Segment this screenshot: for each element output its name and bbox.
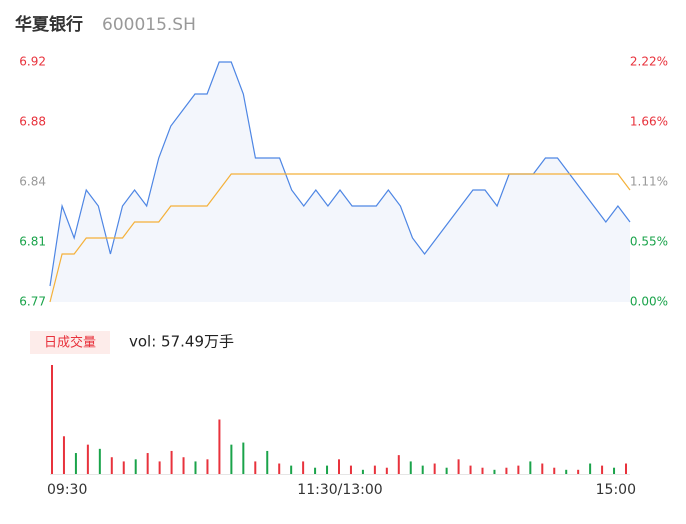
volume-bar	[493, 469, 496, 474]
legend-text: vol: 57.49万手	[129, 333, 234, 351]
volume-bar	[361, 469, 364, 474]
volume-bar	[469, 465, 472, 474]
volume-bar	[86, 444, 89, 474]
legend-label: 日成交量	[44, 335, 96, 351]
volume-bar	[170, 450, 173, 474]
volume-bar	[98, 448, 101, 474]
volume-bar	[421, 465, 424, 474]
volume-bar	[230, 444, 233, 474]
volume-bar	[553, 467, 556, 474]
x-tick-label: 09:30	[47, 482, 87, 498]
volume-bar	[409, 461, 412, 474]
volume-bar	[541, 463, 544, 474]
volume-bar	[182, 457, 185, 474]
volume-bar	[278, 463, 281, 474]
y2-tick-label: 2.22%	[630, 55, 668, 69]
volume-bar	[481, 467, 484, 474]
y2-tick-label: 1.66%	[630, 115, 668, 129]
x-tick-label: 11:30/13:00	[297, 482, 382, 498]
x-tick-label: 15:00	[596, 482, 636, 498]
volume-bar	[517, 465, 520, 474]
volume-bar	[110, 457, 113, 474]
volume-bar	[338, 459, 340, 474]
volume-bar	[385, 467, 388, 474]
volume-bar	[373, 465, 376, 474]
y2-tick-label: 1.11%	[630, 175, 668, 189]
volume-bar	[194, 461, 197, 474]
y2-tick-label: 0.00%	[630, 295, 668, 309]
volume-bar	[445, 467, 448, 474]
volume-bar	[218, 419, 221, 474]
volume-bar	[51, 365, 53, 474]
volume-bar	[613, 467, 616, 474]
y-tick-label: 6.92	[19, 55, 46, 69]
stock-name: 华夏银行	[15, 14, 83, 35]
volume-bar	[529, 461, 532, 474]
stock-code: 600015.SH	[102, 15, 196, 35]
y-tick-label: 6.81	[19, 235, 46, 249]
volume-bar	[62, 436, 65, 474]
legend-box	[30, 331, 110, 354]
price-area	[50, 62, 630, 302]
volume-bar	[302, 461, 305, 474]
series-line	[49, 173, 631, 303]
y-tick-label: 6.88	[19, 115, 46, 129]
volume-bar	[314, 467, 317, 474]
volume-bar	[601, 465, 604, 474]
volume-bar	[158, 461, 161, 474]
volume-bar	[505, 467, 508, 474]
volume-bar	[266, 450, 269, 474]
volume-bar	[134, 459, 137, 474]
y-tick-label: 6.77	[19, 295, 46, 309]
volume-bar	[74, 453, 77, 474]
volume-bar	[290, 465, 293, 474]
volume-bar	[565, 469, 568, 474]
volume-bar	[242, 442, 245, 474]
y2-tick-label: 0.55%	[630, 235, 668, 249]
volume-bar	[625, 463, 627, 474]
volume-bar	[433, 463, 436, 474]
volume-bar	[254, 461, 257, 474]
volume-bar	[577, 469, 580, 474]
volume-bar	[146, 453, 149, 474]
volume-bar	[326, 465, 329, 474]
volume-bar	[122, 461, 125, 474]
volume-bar	[349, 465, 352, 474]
volume-bar	[397, 455, 400, 474]
volume-bar	[457, 459, 460, 474]
volume-bar	[589, 463, 592, 474]
volume-bar	[206, 459, 209, 474]
y-tick-label: 6.84	[19, 175, 46, 189]
